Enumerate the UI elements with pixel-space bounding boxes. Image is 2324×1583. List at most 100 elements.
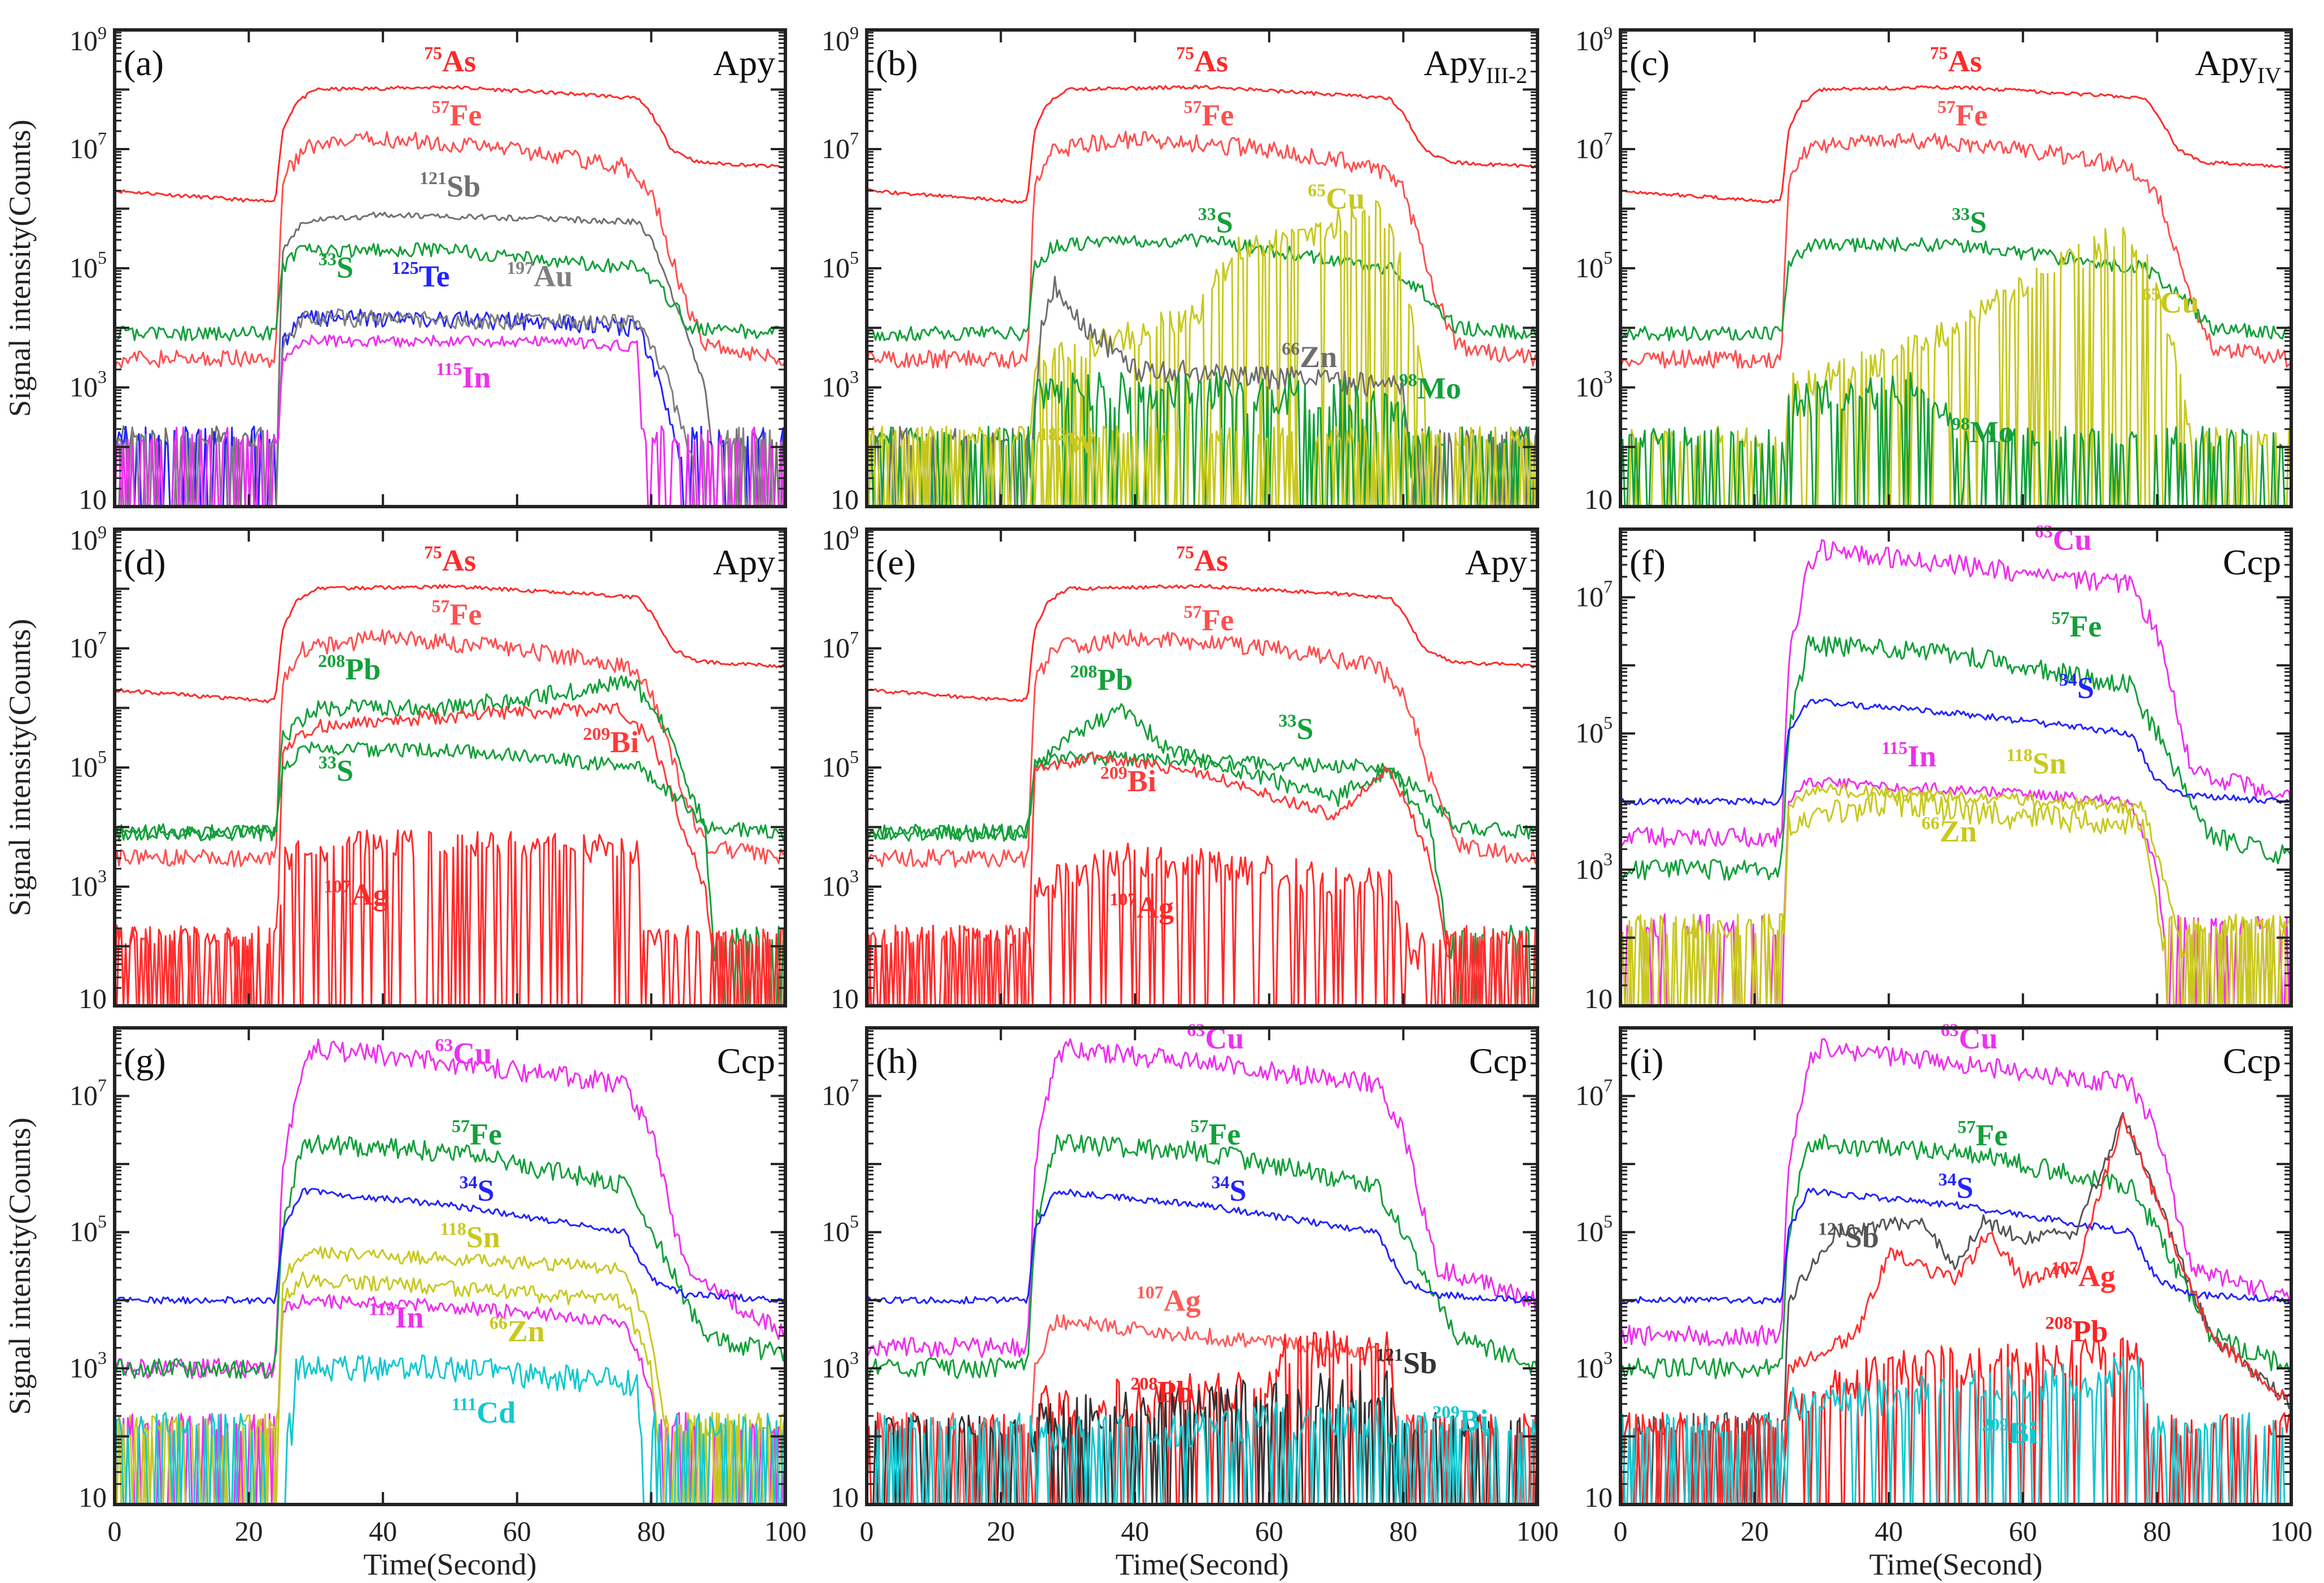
element-symbol: Pb	[2072, 1314, 2108, 1348]
element-symbol: Cu	[453, 1036, 492, 1070]
series-line-s-33	[867, 233, 1537, 342]
panel-label: (h)	[876, 1041, 918, 1081]
tick-base: 10	[1584, 483, 1613, 515]
series-label-sn: 118Sn	[440, 1218, 500, 1254]
series-line-ag-107	[115, 829, 785, 1006]
mass-number: 208	[2045, 1312, 2072, 1333]
y-tick-label: 109	[822, 522, 859, 556]
mass-number: 115	[1881, 738, 1907, 758]
series-line-cu-63	[1620, 1037, 2291, 1347]
tick-exponent: 5	[850, 1211, 859, 1232]
mass-number: 208	[1070, 661, 1097, 682]
tick-base: 10	[78, 1481, 107, 1513]
y-tick-label: 105	[822, 747, 859, 783]
series-line-s-34	[1620, 698, 2291, 806]
element-symbol: Te	[419, 259, 450, 293]
tick-base: 10	[69, 25, 98, 56]
tick-exponent: 3	[850, 1347, 859, 1368]
series-label-ag: 107Ag	[1137, 1282, 1201, 1318]
mineral-name: Ccp	[1469, 1041, 1527, 1081]
tick-exponent: 9	[1604, 23, 1613, 43]
series-label-as: 75As	[424, 542, 476, 578]
panel-e: 75As57Fe208Pb33S209Bi107Ag10103105107109…	[822, 522, 1539, 1014]
tick-exponent: 7	[1604, 1075, 1613, 1096]
series-line-fe-57	[115, 131, 785, 369]
tick-base: 10	[69, 751, 98, 783]
y-tick-label: 105	[822, 1211, 859, 1248]
series-line-te-125	[115, 308, 785, 507]
element-symbol: Mo	[1417, 372, 1461, 405]
mass-number: 209	[1432, 1402, 1460, 1422]
x-tick-label: 80	[1389, 1515, 1417, 1547]
series-label-sb: 121Sb	[1818, 1218, 1879, 1254]
x-tick-label: 80	[637, 1515, 665, 1547]
tick-exponent: 7	[1604, 577, 1613, 597]
tick-exponent: 5	[1604, 1211, 1613, 1232]
panel-label: (d)	[124, 542, 166, 582]
mass-number: 57	[1183, 97, 1202, 117]
mass-number: 107	[1137, 1282, 1164, 1302]
series-line-fe-57	[867, 130, 1537, 369]
y-tick-label: 10	[78, 983, 107, 1014]
tick-base: 10	[78, 983, 107, 1014]
series-line-zn-66	[115, 1271, 785, 1504]
mass-number: 33	[1952, 203, 1970, 224]
y-tick-label: 103	[69, 1347, 107, 1384]
element-symbol: Mo	[1970, 415, 2014, 449]
mass-number: 34	[2059, 669, 2077, 690]
panel-label: (f)	[1630, 542, 1666, 582]
tick-base: 10	[1584, 983, 1613, 1014]
tick-base: 10	[1575, 252, 1604, 284]
y-tick-label: 107	[822, 128, 859, 164]
tick-base: 10	[1584, 1481, 1613, 1513]
element-symbol: S	[1216, 205, 1233, 239]
series-label-pb: 208Pb	[1130, 1373, 1193, 1409]
tick-base: 10	[822, 1080, 850, 1111]
mineral-name: Apy	[2195, 43, 2257, 83]
element-symbol: S	[1229, 1174, 1246, 1207]
tick-exponent: 3	[1604, 1347, 1613, 1368]
series-label-in: 115In	[436, 359, 491, 394]
y-tick-label: 10	[831, 1481, 859, 1513]
series-label-ag: 107Ag	[1109, 889, 1174, 924]
mass-number: 75	[1176, 542, 1194, 562]
mass-number: 63	[1941, 1019, 1959, 1040]
series-line-zn-66	[867, 276, 1537, 507]
mineral-label: Apy	[713, 542, 775, 582]
tick-exponent: 7	[98, 627, 107, 648]
mass-number: 65	[2142, 284, 2160, 304]
mass-number: 57	[431, 596, 449, 616]
series-line-fe-57	[1620, 132, 2291, 369]
series-line-ag-107	[1620, 1114, 2291, 1504]
series-line-as-75	[115, 584, 785, 704]
mass-number: 115	[436, 359, 462, 379]
series-label-zn: 66Zn	[1921, 813, 1977, 848]
series-line-s-33	[1620, 237, 2291, 342]
y-tick-label: 10	[831, 483, 859, 515]
element-symbol: Fe	[449, 598, 482, 631]
mass-number: 208	[318, 651, 345, 671]
mass-number: 107	[324, 876, 351, 896]
mass-number: 98	[1952, 413, 1970, 434]
element-symbol: Fe	[1202, 98, 1234, 132]
x-tick-label: 0	[108, 1515, 122, 1547]
x-tick-label: 100	[1517, 1515, 1559, 1547]
series-line-w-182	[867, 425, 1537, 507]
tick-exponent: 3	[1604, 367, 1613, 387]
mineral-label: Ccp	[2223, 1041, 2281, 1081]
series-line-cu-63	[867, 1038, 1537, 1358]
mineral-name: Ccp	[717, 1041, 775, 1081]
series-line-cu-63	[115, 1038, 785, 1379]
element-symbol: Pb	[1157, 1375, 1193, 1409]
tick-base: 10	[822, 252, 850, 284]
series-line-fe-57	[1620, 635, 2291, 881]
series-label-as: 75As	[1176, 542, 1228, 578]
tick-base: 10	[822, 524, 850, 556]
series-line-fe-57	[115, 1135, 785, 1379]
tick-base: 10	[831, 483, 859, 515]
series-line-as-75	[115, 85, 785, 203]
y-tick-label: 103	[1575, 1347, 1613, 1384]
series-line-fe-57	[115, 629, 785, 867]
